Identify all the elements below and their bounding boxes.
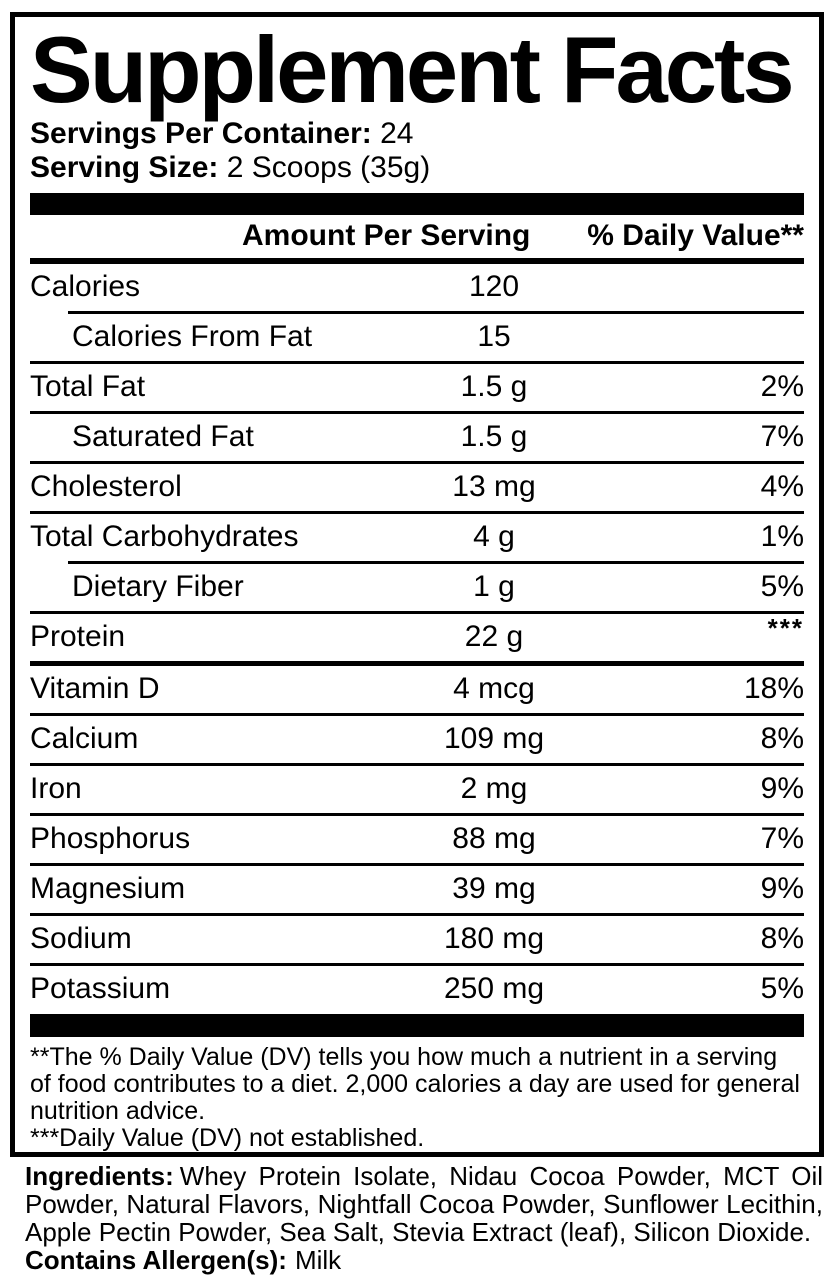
nutrient-dv: 4% [760, 470, 804, 504]
row-divider [30, 962, 804, 966]
nutrient-amount: 15 [477, 320, 511, 354]
serving-size-value: 2 Scoops (35g) [226, 151, 431, 185]
row-divider [68, 310, 804, 314]
nutrient-row: Calories From Fat 15 [30, 314, 804, 361]
nutrient-amount: 88 mg [452, 822, 536, 856]
nutrient-dv: 18% [743, 672, 804, 706]
nutrient-name: Total Fat [30, 370, 146, 404]
nutrient-name: Saturated Fat [72, 420, 254, 454]
row-divider [30, 660, 804, 666]
nutrient-row: Vitamin D 4 mcg 18% [30, 666, 804, 713]
nutrient-amount: 1.5 g [460, 370, 528, 404]
nutrient-row: Total Fat 1.5 g 2% [30, 364, 804, 411]
row-divider [30, 762, 804, 766]
nutrient-dv: 7% [760, 420, 804, 454]
servings-per-container-value: 24 [380, 117, 414, 151]
nutrient-name: Potassium [30, 972, 171, 1006]
nutrient-amount: 1.5 g [460, 420, 528, 454]
amount-per-serving-header: Amount Per Serving [242, 218, 531, 252]
servings-per-container-label: Servings Per Container: [30, 117, 372, 151]
allergen-line: Contains Allergen(s): Milk [25, 1246, 823, 1274]
nutrient-name: Calories [30, 270, 141, 304]
ingredients-section: Ingredients: Whey Protein Isolate, Nidau … [25, 1162, 823, 1274]
nutrient-amount: 22 g [464, 620, 524, 654]
nutrient-name: Calories From Fat [72, 320, 313, 354]
nutrient-row: Magnesium 39 mg 9% [30, 866, 804, 913]
nutrient-row: Total Carbohydrates 4 g 1% [30, 514, 804, 561]
nutrient-dv: 5% [760, 972, 804, 1006]
row-divider [30, 812, 804, 816]
nutrient-amount: 109 mg [443, 722, 545, 756]
nutrient-amount: 13 mg [452, 470, 536, 504]
separator-bar-bottom [30, 1013, 804, 1038]
nutrient-dv: 5% [760, 570, 804, 604]
supplement-facts-panel: Supplement Facts Servings Per Container:… [10, 12, 824, 1157]
nutrient-dv: 8% [760, 922, 804, 956]
nutrient-row: Phosphorus 88 mg 7% [30, 816, 804, 863]
nutrient-name: Dietary Fiber [72, 570, 244, 604]
nutrient-amount: 39 mg [452, 872, 536, 906]
nutrient-dv: 8% [760, 722, 804, 756]
not-established-footnote: ***Daily Value (DV) not established. [30, 1124, 425, 1153]
nutrient-row: Calories 120 [30, 264, 804, 311]
row-divider [30, 510, 804, 514]
table-header-row: Amount Per Serving % Daily Value** [30, 215, 804, 258]
nutrient-row: Cholesterol 13 mg 4% [30, 464, 804, 511]
nutrient-amount: 2 mg [460, 772, 528, 806]
nutrient-row: Potassium 250 mg 5% [30, 966, 804, 1013]
daily-value-footnote: **The % Daily Value (DV) tells you how m… [30, 1043, 800, 1126]
daily-value-header: % Daily Value** [587, 218, 804, 252]
nutrient-name: Protein [30, 620, 126, 654]
nutrient-amount: 180 mg [443, 922, 545, 956]
nutrient-name: Magnesium [30, 872, 186, 906]
nutrient-name: Phosphorus [30, 822, 191, 856]
nutrient-name: Sodium [30, 922, 132, 956]
footnotes: **The % Daily Value (DV) tells you how m… [30, 1037, 804, 1152]
nutrient-row: Dietary Fiber 1 g 5% [30, 564, 804, 611]
serving-size-line: Serving Size: 2 Scoops (35g) [30, 151, 804, 185]
nutrient-row: Protein 22 g *** [30, 612, 804, 661]
allergen-value: Milk [294, 1245, 342, 1275]
nutrient-amount: 1 g [473, 570, 515, 604]
row-divider [30, 610, 804, 614]
allergen-label: Contains Allergen(s): [25, 1245, 287, 1275]
nutrient-row: Calcium 109 mg 8% [30, 716, 804, 763]
row-divider [30, 410, 804, 414]
row-divider [30, 712, 804, 716]
row-divider [68, 560, 804, 564]
header-rule [30, 257, 804, 264]
nutrient-dv: 9% [760, 872, 804, 906]
nutrient-amount: 120 [468, 270, 520, 304]
nutrient-row: Iron 2 mg 9% [30, 766, 804, 813]
nutrient-amount: 4 mcg [453, 672, 535, 706]
ingredients-list: Whey Protein Isolate, Nidau Cocoa Powder… [25, 1161, 823, 1247]
nutrient-name: Iron [30, 772, 82, 806]
separator-bar-top [30, 193, 804, 215]
nutrient-amount: 250 mg [443, 972, 545, 1006]
nutrient-name: Cholesterol [30, 470, 182, 504]
servings-per-container-line: Servings Per Container: 24 [30, 117, 804, 151]
row-divider [30, 862, 804, 866]
nutrient-row: Sodium 180 mg 8% [30, 916, 804, 963]
nutrient-dv: 7% [760, 822, 804, 856]
nutrient-name: Calcium [30, 722, 139, 756]
row-divider [30, 912, 804, 916]
panel-title: Supplement Facts [30, 17, 795, 122]
row-divider [30, 360, 804, 364]
nutrient-dv: 9% [760, 772, 804, 806]
ingredients-paragraph: Ingredients: Whey Protein Isolate, Nidau … [25, 1162, 823, 1246]
nutrient-dv: 1% [760, 520, 804, 554]
nutrient-dv: *** [767, 612, 804, 643]
ingredients-label: Ingredients: [25, 1161, 174, 1191]
nutrient-name: Total Carbohydrates [30, 520, 299, 554]
row-divider [30, 460, 804, 464]
nutrient-name: Vitamin D [30, 672, 160, 706]
serving-size-label: Serving Size: [30, 151, 219, 185]
nutrient-table: Calories 120 Calories From Fat 15 Total Fat 1… [30, 264, 804, 1013]
nutrient-amount: 4 g [473, 520, 515, 554]
nutrient-dv: 2% [760, 370, 804, 404]
nutrient-row: Saturated Fat 1.5 g 7% [30, 414, 804, 461]
